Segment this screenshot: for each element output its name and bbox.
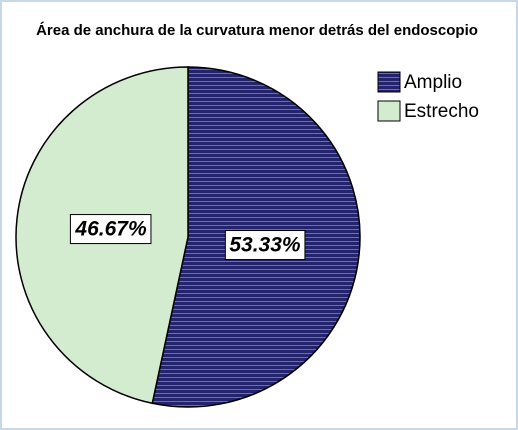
value-label-box — [69, 214, 152, 245]
legend-swatch — [377, 100, 401, 122]
chart-title: Área de anchura de la curvatura menor de… — [36, 22, 478, 39]
value-label: 53.33% — [229, 234, 301, 257]
legend-label: Amplio — [404, 72, 462, 93]
legend-swatch — [377, 71, 401, 93]
value-label-box — [224, 230, 306, 261]
value-label: 46.67% — [74, 218, 147, 241]
legend-label: Estrecho — [404, 101, 479, 122]
